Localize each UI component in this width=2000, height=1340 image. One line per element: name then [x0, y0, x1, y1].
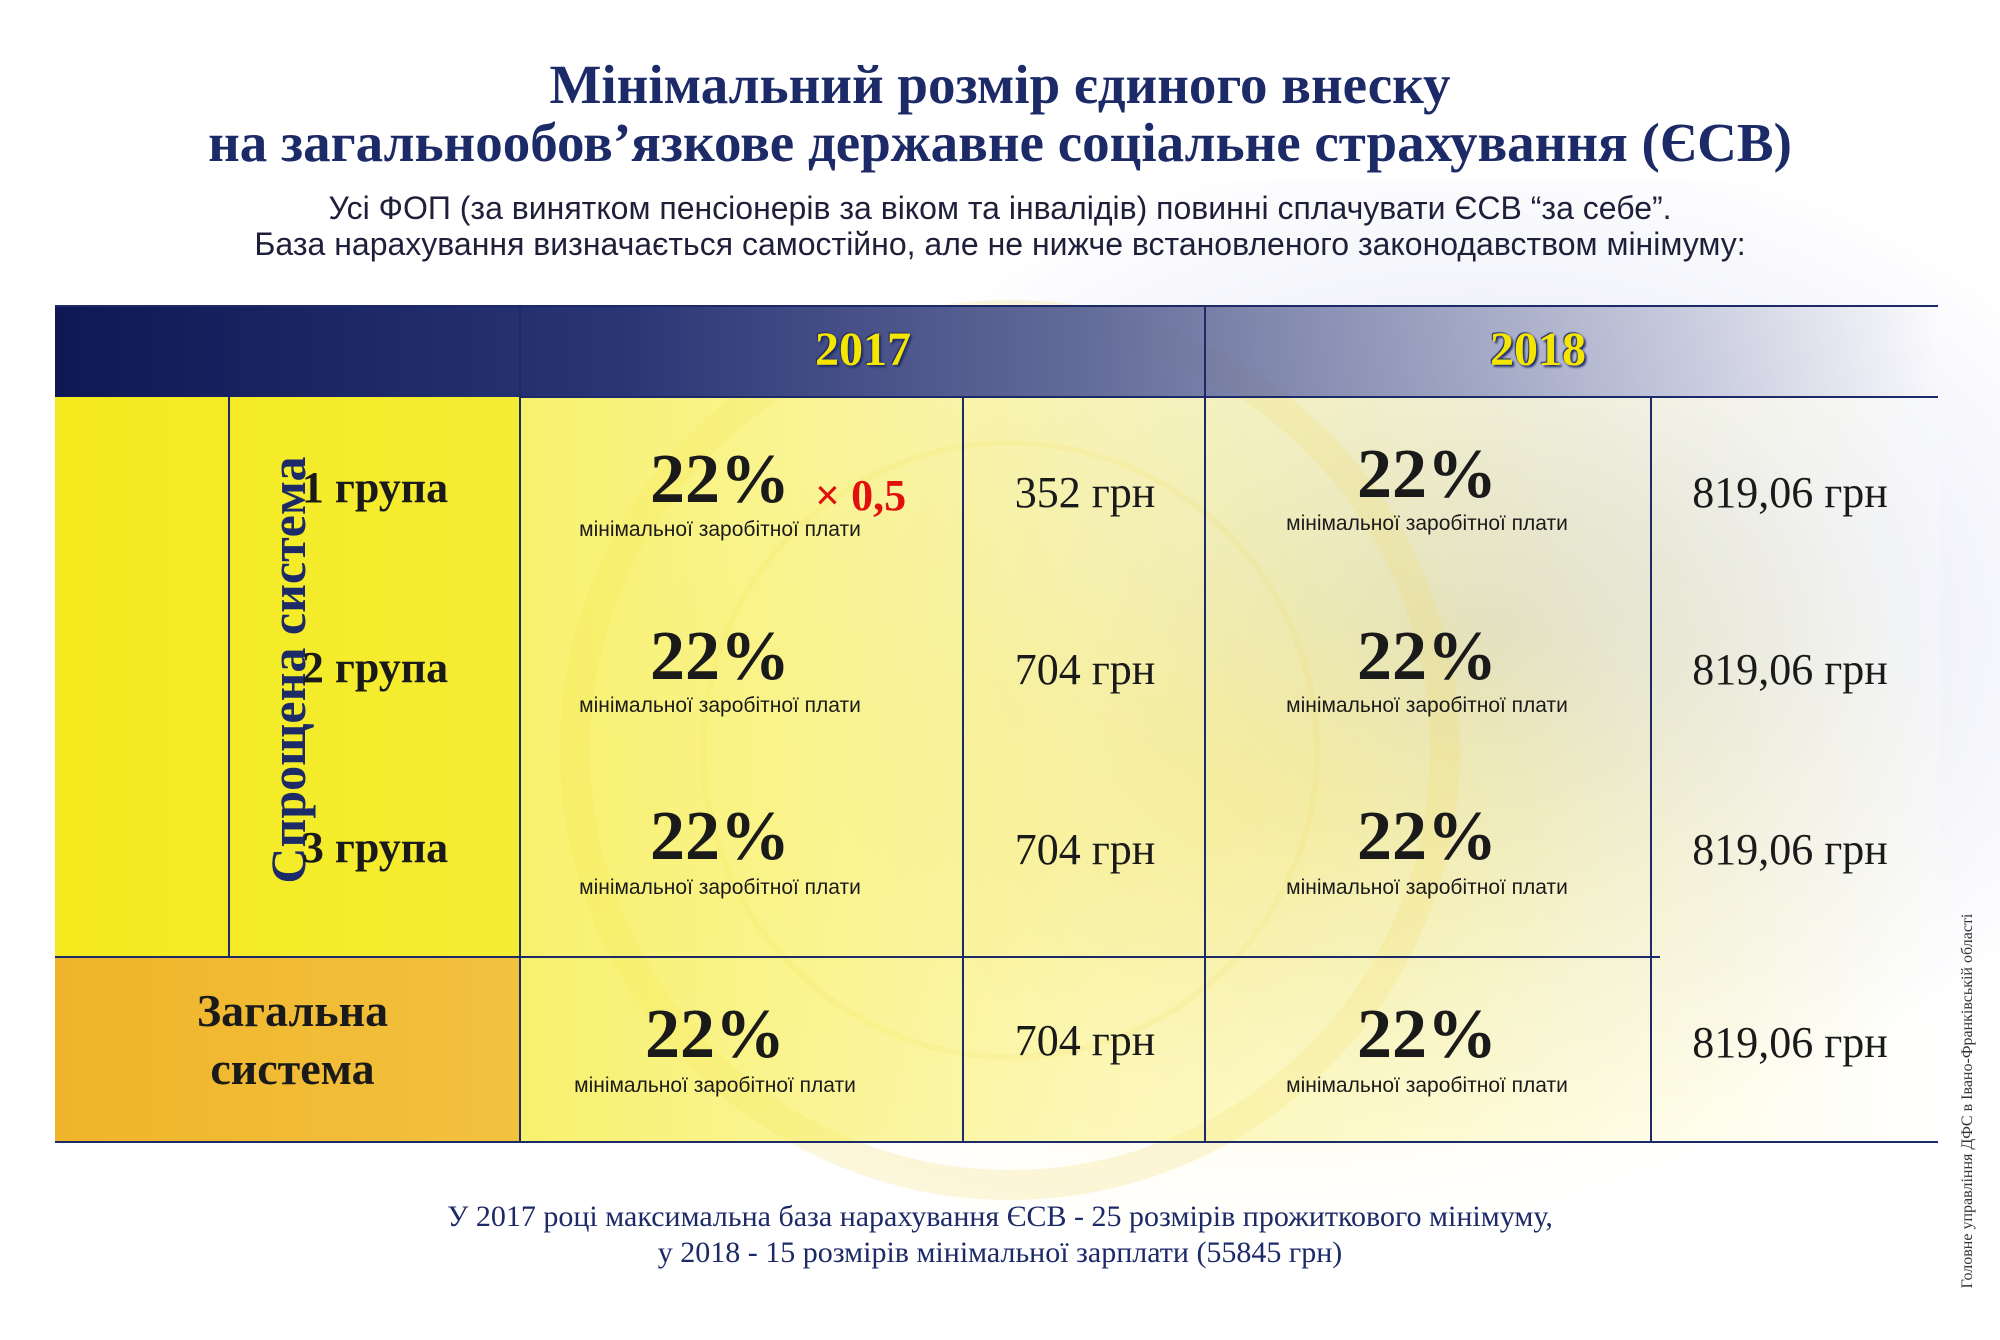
page-title-line1: Мінімальний розмір єдиного внеску: [549, 54, 1451, 115]
grid-line-col-2018: [1204, 305, 1206, 1142]
row2-2018-amount: 819,06 грн: [1692, 645, 1888, 694]
row2-2017-note: мінімальної заробітної плати: [579, 694, 861, 717]
grid-line-col-2017-amount: [962, 397, 964, 1142]
year-2018-header: 2018: [1490, 323, 1586, 376]
general-2017-amount: 704 грн: [1014, 1016, 1156, 1065]
general-2018-note: мінімальної заробітної плати: [1286, 1074, 1568, 1097]
general-system-label-line1: Загальна: [196, 985, 389, 1036]
general-system-cell: [55, 957, 520, 1142]
group-2-label: 2 група: [301, 643, 449, 692]
footer-note-line2: у 2018 - 15 розмірів мінімальної зарплат…: [657, 1236, 1343, 1269]
row2-2018-percent: 22%: [1357, 618, 1497, 695]
row1-2017-note: мінімальної заробітної плати: [579, 518, 861, 541]
group-1-label: 1 група: [301, 463, 449, 512]
row1-2017-percent: 22%: [650, 441, 790, 518]
row3-2018-amount: 819,06 грн: [1692, 825, 1888, 874]
general-2018-percent: 22%: [1357, 996, 1497, 1073]
table-header-band: [55, 305, 1938, 397]
year-2017-header: 2017: [815, 323, 911, 376]
grid-line-col-2018-amount: [1650, 397, 1652, 1142]
credit-text: Головне управління ДФС в Івано-Франківсь…: [1959, 913, 1976, 1289]
general-system-label-line2: система: [210, 1043, 375, 1094]
general-2017-percent: 22%: [645, 996, 785, 1073]
grid-line-top: [55, 305, 1938, 307]
group-3-label: 3 група: [301, 823, 449, 872]
row3-2017-percent: 22%: [650, 798, 790, 875]
row3-2018-note: мінімальної заробітної плати: [1286, 876, 1568, 899]
row1-2018-amount: 819,06 грн: [1692, 468, 1888, 517]
grid-line-bottom: [55, 1141, 1938, 1143]
footer-note-line1: У 2017 році максимальна база нарахування…: [447, 1200, 1553, 1233]
general-2017-note: мінімальної заробітної плати: [574, 1074, 856, 1097]
row2-2018-note: мінімальної заробітної плати: [1286, 694, 1568, 717]
table-body-background: [520, 397, 1940, 1142]
subtitle-line2: База нарахування визначається самостійно…: [254, 226, 1746, 262]
grid-line-col-2017: [519, 305, 521, 1142]
row3-2017-note: мінімальної заробітної плати: [579, 876, 861, 899]
credit-vertical: Головне управління ДФС в Івано-Франківсь…: [1958, 880, 1976, 1320]
grid-line-header-bottom: [520, 396, 1938, 398]
row1-2017-amount: 352 грн: [1014, 468, 1156, 517]
row2-2017-amount: 704 грн: [1014, 645, 1156, 694]
subtitle-line1: Усі ФОП (за винятком пенсіонерів за віко…: [328, 190, 1672, 226]
grid-line-general-top: [55, 956, 1660, 958]
row2-2017-percent: 22%: [650, 618, 790, 695]
row1-2018-note: мінімальної заробітної плати: [1286, 512, 1568, 535]
grid-line-col-group: [228, 397, 230, 957]
page-title-line2: на загальнообов’язкове державне соціальн…: [208, 112, 1792, 173]
row1-2017-multiplier: × 0,5: [815, 471, 907, 520]
row3-2018-percent: 22%: [1357, 798, 1497, 875]
row1-2018-percent: 22%: [1357, 436, 1497, 513]
simplified-system-column: [55, 397, 520, 957]
general-2018-amount: 819,06 грн: [1692, 1018, 1888, 1067]
row3-2017-amount: 704 грн: [1014, 825, 1156, 874]
